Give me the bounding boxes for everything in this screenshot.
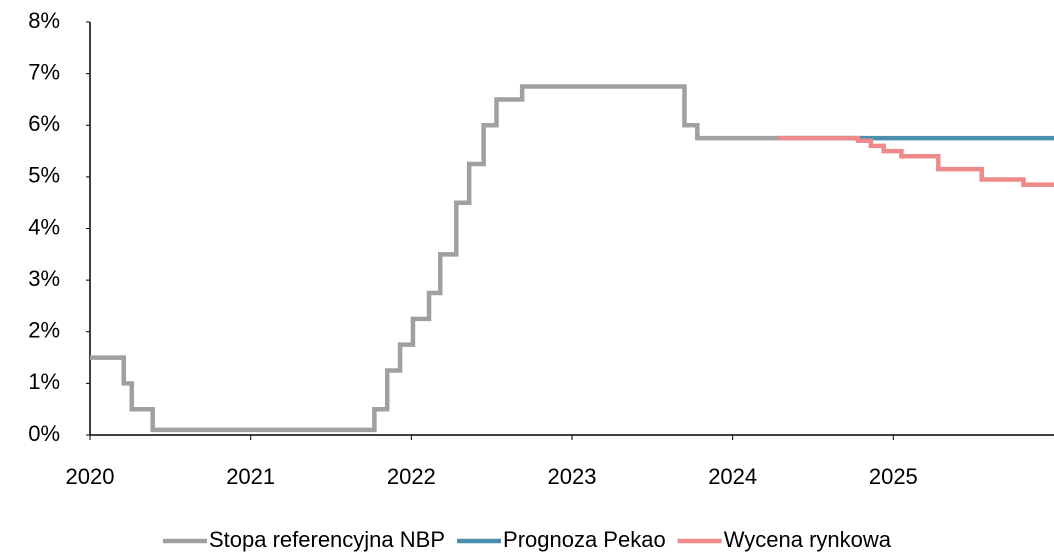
y-tick-label: 1% bbox=[28, 369, 60, 394]
legend-label: Stopa referencyjna NBP bbox=[209, 527, 445, 552]
x-tick-label: 2024 bbox=[708, 464, 757, 489]
y-tick-label: 2% bbox=[28, 318, 60, 343]
y-tick-label: 5% bbox=[28, 163, 60, 188]
y-tick-label: 3% bbox=[28, 266, 60, 291]
x-tick-label: 2020 bbox=[66, 464, 115, 489]
y-tick-label: 6% bbox=[28, 111, 60, 136]
x-tick-label: 2025 bbox=[869, 464, 918, 489]
legend-label: Prognoza Pekao bbox=[503, 527, 666, 552]
y-tick-label: 7% bbox=[28, 59, 60, 84]
series-line bbox=[90, 84, 778, 433]
x-tick-label: 2022 bbox=[387, 464, 436, 489]
x-tick-label: 2021 bbox=[226, 464, 275, 489]
x-tick-label: 2023 bbox=[548, 464, 597, 489]
legend-label: Wycena rynkowa bbox=[724, 527, 892, 552]
y-tick-label: 4% bbox=[28, 214, 60, 239]
y-tick-label: 0% bbox=[28, 421, 60, 446]
series-line bbox=[777, 135, 1054, 187]
y-tick-label: 8% bbox=[28, 8, 60, 33]
